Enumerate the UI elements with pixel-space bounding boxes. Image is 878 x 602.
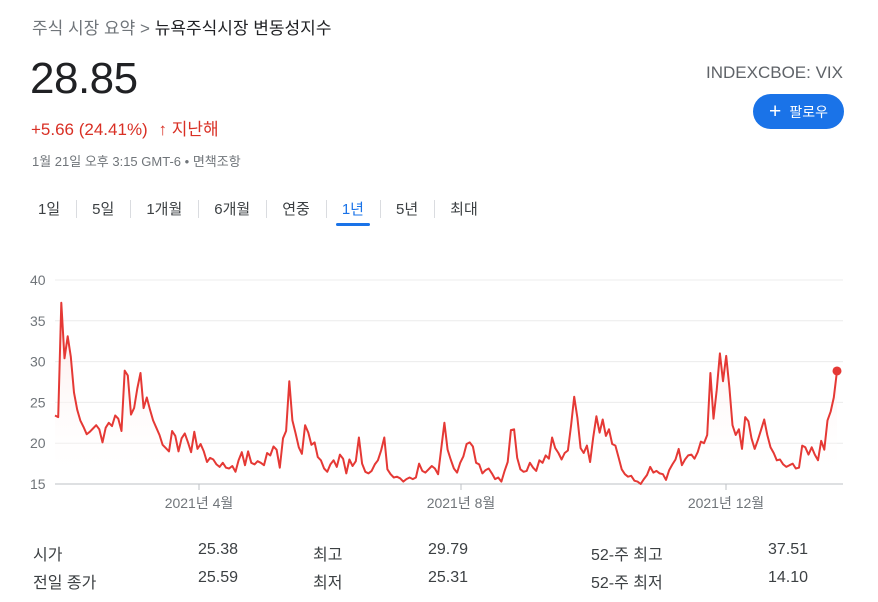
stat-label-52w-low: 52-주 최저 xyxy=(591,575,663,592)
tab-1m[interactable]: 1개월 xyxy=(130,192,198,224)
ticker-symbol: INDEXCBOE: VIX xyxy=(706,63,843,82)
stat-value-open: 25.38 xyxy=(197,541,238,558)
quote-timestamp: 1월 21일 오후 3:15 GMT-6 • 면책조항 xyxy=(32,151,241,170)
y-tick-label: 35 xyxy=(30,313,46,329)
stat-value-low: 25.31 xyxy=(427,569,468,586)
follow-button-label: 팔로우 xyxy=(789,103,828,120)
tab-5y[interactable]: 5년 xyxy=(379,192,434,224)
price-change-value: +5.66 (24.41%) xyxy=(31,120,148,139)
y-tick-label: 15 xyxy=(30,476,46,492)
y-tick-label: 25 xyxy=(30,394,46,410)
tab-1y[interactable]: 1년 xyxy=(325,192,380,226)
price-chart[interactable]: 40 35 30 25 20 15 2021년 4월 2021년 8월 2021년 12월 xyxy=(0,262,878,522)
follow-button[interactable]: + 팔로우 xyxy=(753,94,844,129)
tab-label: 1개월 xyxy=(146,200,183,218)
stat-value-high: 29.79 xyxy=(427,541,468,558)
stat-value-52w-low: 14.10 xyxy=(767,569,808,586)
tab-max[interactable]: 최대 xyxy=(434,192,494,224)
tab-5d[interactable]: 5일 xyxy=(76,192,130,224)
tab-label: 6개월 xyxy=(214,200,251,218)
stat-label-open: 시가 xyxy=(33,547,63,564)
y-tick-label: 30 xyxy=(30,354,46,370)
tab-1d[interactable]: 1일 xyxy=(22,192,76,224)
breadcrumb-current: 뉴욕주식시장 변동성지수 xyxy=(154,19,332,38)
current-price: 28.85 xyxy=(30,54,138,103)
tab-label: 5년 xyxy=(395,200,419,218)
x-tick-label: 2021년 4월 xyxy=(165,495,234,511)
timestamp-text: 1월 21일 오후 3:15 GMT-6 xyxy=(32,154,182,169)
series-area xyxy=(55,302,837,484)
y-tick-label: 40 xyxy=(30,272,46,288)
tab-label: 5일 xyxy=(92,200,115,218)
arrow-up-icon: ↑ xyxy=(158,120,167,139)
stats-row-2: 전일 종가 25.59 최저 25.31 52-주 최저 14.10 xyxy=(0,569,878,593)
tab-label: 연중 xyxy=(282,200,310,218)
x-tick-label: 2021년 8월 xyxy=(427,495,496,511)
breadcrumb: 주식 시장 요약 > 뉴욕주식시장 변동성지수 xyxy=(32,14,331,39)
stats-row-1: 시가 25.38 최고 29.79 52-주 최고 37.51 xyxy=(0,541,878,565)
last-point-marker xyxy=(832,366,842,376)
price-change: +5.66 (24.41%) ↑ 지난해 xyxy=(31,115,219,140)
stat-value-52w-high: 37.51 xyxy=(767,541,808,558)
disclaimer-link[interactable]: 면책조항 xyxy=(192,154,241,169)
breadcrumb-separator: > xyxy=(140,19,150,38)
tab-label: 1년 xyxy=(341,200,364,218)
tab-ytd[interactable]: 연중 xyxy=(266,192,326,224)
series-line xyxy=(54,301,838,485)
stat-value-prev-close: 25.59 xyxy=(197,569,238,586)
tab-label: 최대 xyxy=(450,200,478,218)
stat-label-low: 최저 xyxy=(313,575,343,592)
plus-icon: + xyxy=(769,100,782,123)
tab-6m[interactable]: 6개월 xyxy=(198,192,266,224)
change-period: 지난해 xyxy=(171,120,219,139)
stat-label-high: 최고 xyxy=(313,547,343,564)
range-tabs: 1일 5일 1개월 6개월 연중 1년 5년 최대 xyxy=(22,192,494,228)
stat-label-52w-high: 52-주 최고 xyxy=(591,547,663,564)
x-tick-label: 2021년 12월 xyxy=(688,495,764,511)
tab-label: 1일 xyxy=(38,200,61,218)
stat-label-prev-close: 전일 종가 xyxy=(33,575,97,592)
dot-separator: • xyxy=(184,154,193,169)
y-tick-label: 20 xyxy=(30,435,46,451)
breadcrumb-parent-link[interactable]: 주식 시장 요약 xyxy=(32,19,136,38)
